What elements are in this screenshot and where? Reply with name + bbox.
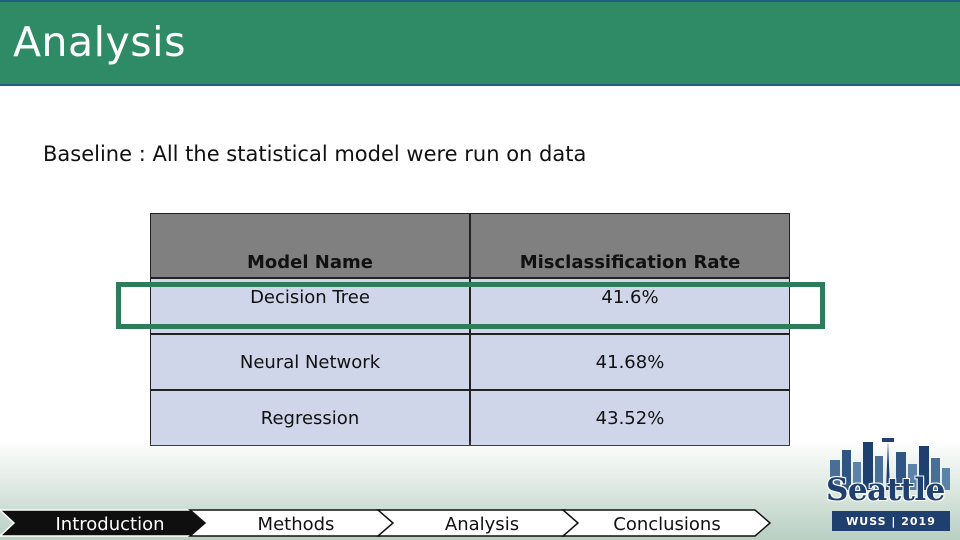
- header-misclassification-rate: Misclassification Rate: [470, 213, 790, 278]
- logo-wuss-2019: WUSS | 2019: [832, 511, 950, 531]
- results-table: Model Name Misclassification Rate Decisi…: [150, 213, 790, 446]
- nav-label-analysis: Analysis: [445, 514, 519, 535]
- nav-step-conclusions[interactable]: [560, 509, 772, 537]
- title-bar: Analysis: [0, 0, 960, 86]
- table-cell-rate: 41.68%: [470, 334, 790, 390]
- table-cell-model: Decision Tree: [150, 278, 470, 334]
- nav-label-conclusions: Conclusions: [613, 514, 720, 535]
- section-nav: Introduction Methods Analysis Conclusion…: [0, 509, 772, 537]
- nav-label-methods: Methods: [258, 514, 335, 535]
- table-cell-model: Neural Network: [150, 334, 470, 390]
- slide-title: Analysis: [13, 18, 186, 66]
- baseline-text: Baseline : All the statistical model wer…: [43, 142, 587, 166]
- nav-label-introduction: Introduction: [55, 514, 164, 535]
- table-cell-rate: 41.6%: [470, 278, 790, 334]
- table-cell-rate: 43.52%: [470, 390, 790, 446]
- seattle-skyline-icon: [830, 438, 950, 490]
- logo-seattle: Seattle: [826, 472, 945, 508]
- header-model-name: Model Name: [150, 213, 470, 278]
- table-cell-model: Regression: [150, 390, 470, 446]
